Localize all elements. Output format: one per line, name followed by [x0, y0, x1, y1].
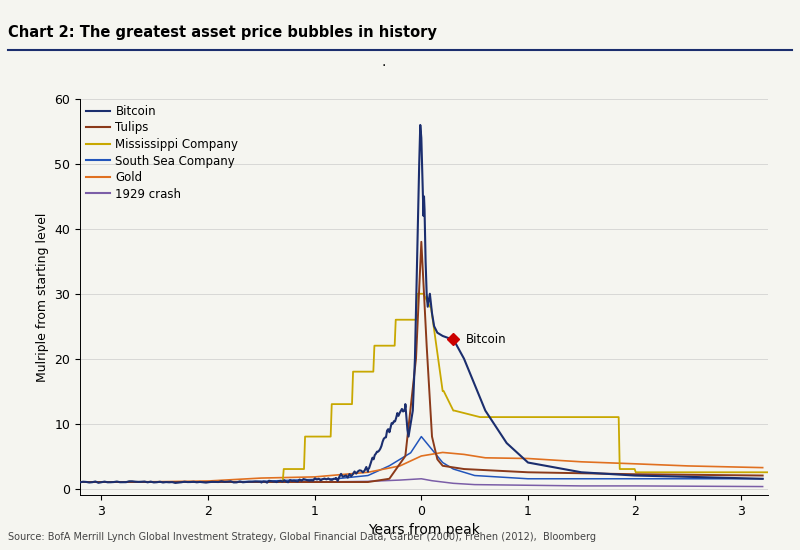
Legend: Bitcoin, Tulips, Mississippi Company, South Sea Company, Gold, 1929 crash: Bitcoin, Tulips, Mississippi Company, So…	[86, 105, 238, 201]
Text: .: .	[382, 55, 386, 69]
Text: Source: BofA Merrill Lynch Global Investment Strategy, Global Financial Data, Ga: Source: BofA Merrill Lynch Global Invest…	[8, 532, 596, 542]
Text: Chart 2: The greatest asset price bubbles in history: Chart 2: The greatest asset price bubble…	[8, 25, 437, 40]
X-axis label: Years from peak: Years from peak	[368, 523, 480, 537]
Text: Bitcoin: Bitcoin	[466, 333, 506, 346]
Y-axis label: Mulriple from starting level: Mulriple from starting level	[36, 212, 49, 382]
